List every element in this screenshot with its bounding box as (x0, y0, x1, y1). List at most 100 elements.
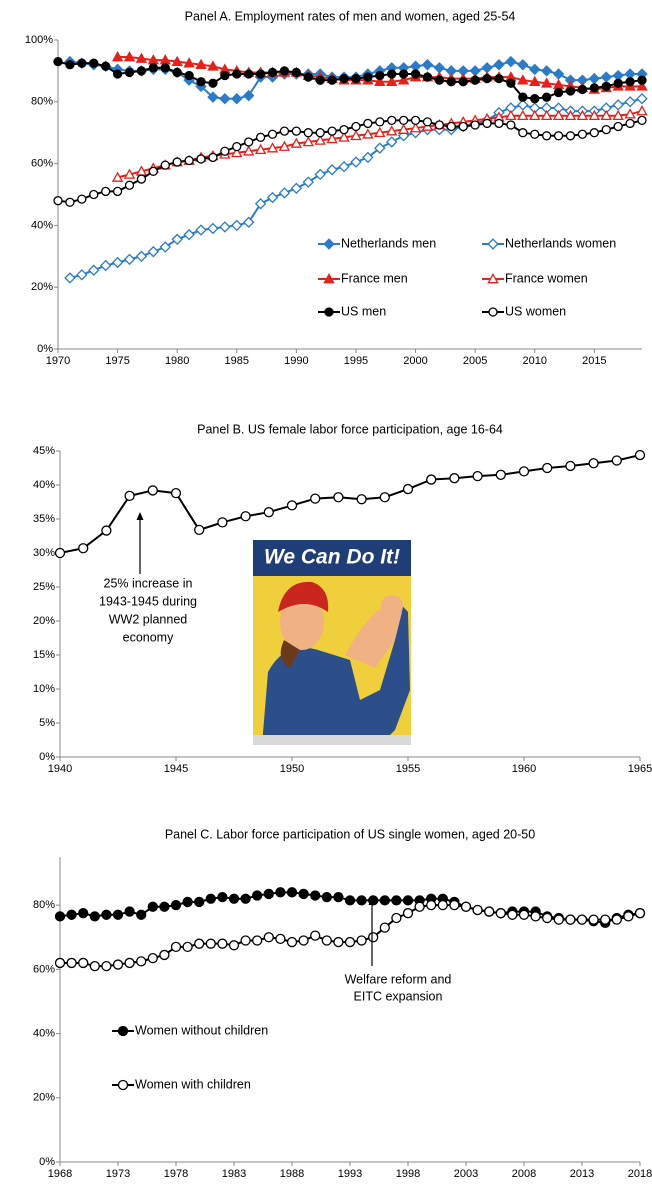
data-point (208, 224, 218, 234)
data-point (508, 910, 517, 919)
data-point (400, 70, 408, 78)
data-point (555, 89, 563, 97)
data-point (450, 901, 459, 910)
data-point (172, 489, 181, 498)
data-point (543, 132, 551, 140)
data-point (602, 126, 610, 134)
data-point (334, 493, 343, 502)
data-point (340, 75, 348, 83)
annotation: EITC expansion (354, 989, 443, 1003)
data-point (184, 230, 194, 240)
data-point (173, 158, 181, 166)
data-point (485, 907, 494, 916)
data-point (56, 549, 65, 558)
x-tick-label: 1973 (106, 1168, 130, 1180)
data-point (280, 188, 290, 198)
data-point (102, 187, 110, 195)
data-point (126, 68, 134, 76)
data-point (264, 889, 273, 898)
data-point (218, 893, 227, 902)
x-tick-label: 1978 (164, 1168, 188, 1180)
data-point (496, 470, 505, 479)
data-point (90, 59, 98, 67)
data-point (101, 261, 111, 271)
data-point (114, 910, 123, 919)
data-point (160, 950, 169, 959)
data-point (346, 938, 355, 947)
x-tick-label: 2010 (522, 355, 546, 367)
data-point (364, 119, 372, 127)
data-point (114, 187, 122, 195)
data-point (637, 106, 646, 114)
data-point (183, 897, 192, 906)
data-point (423, 118, 431, 126)
data-point (352, 123, 360, 131)
x-tick-label: 1970 (46, 355, 70, 367)
data-point (276, 888, 285, 897)
data-point (149, 64, 157, 72)
data-point (578, 130, 586, 138)
data-point (328, 127, 336, 135)
data-point (233, 70, 241, 78)
data-point (624, 912, 633, 921)
data-point (531, 95, 539, 103)
data-point (388, 70, 396, 78)
x-tick-label: 1985 (225, 355, 249, 367)
annotation: economy (123, 630, 174, 644)
data-point (566, 132, 574, 140)
data-point (626, 119, 634, 127)
x-tick-label: 2008 (512, 1168, 536, 1180)
data-point (447, 123, 455, 131)
annotation: WW2 planned (109, 612, 188, 626)
data-point (376, 118, 384, 126)
data-point (334, 938, 343, 947)
data-point (230, 941, 239, 950)
x-tick-label: 1940 (48, 763, 72, 775)
y-tick-label: 20% (33, 1092, 55, 1104)
data-point (149, 167, 157, 175)
data-point (412, 116, 420, 124)
y-tick-label: 60% (31, 158, 53, 170)
chart-title: Panel C. Labor force participation of US… (165, 827, 535, 841)
data-point (614, 79, 622, 87)
annotation-arrowhead (137, 512, 144, 520)
data-point (209, 153, 217, 161)
data-point (241, 936, 250, 945)
data-point (328, 76, 336, 84)
data-point (543, 914, 552, 923)
data-point (311, 891, 320, 900)
legend-label: France women (505, 271, 588, 285)
data-point (554, 915, 563, 924)
data-point (483, 119, 491, 127)
data-point (269, 68, 277, 76)
data-point (427, 475, 436, 484)
y-tick-label: 30% (33, 547, 55, 559)
legend-label: Women without children (135, 1023, 268, 1037)
data-point (230, 894, 239, 903)
data-point (602, 82, 610, 90)
legend-marker (489, 308, 497, 316)
x-tick-label: 2018 (628, 1168, 652, 1180)
data-point (245, 138, 253, 146)
poster: We Can Do It! (253, 540, 411, 745)
annotation: 25% increase in (104, 576, 193, 590)
data-point (423, 73, 431, 81)
data-point (197, 78, 205, 86)
data-point (590, 129, 598, 137)
data-point (137, 910, 146, 919)
data-point (56, 958, 65, 967)
data-point (351, 157, 361, 167)
data-point (78, 59, 86, 67)
y-tick-label: 25% (33, 581, 55, 593)
data-point (232, 221, 242, 231)
x-tick-label: 1975 (105, 355, 129, 367)
y-tick-label: 100% (25, 34, 53, 46)
data-point (364, 73, 372, 81)
data-point (264, 933, 273, 942)
data-point (311, 931, 320, 940)
data-point (299, 889, 308, 898)
data-point (380, 923, 389, 932)
data-point (292, 68, 300, 76)
data-point (257, 133, 265, 141)
data-point (566, 915, 575, 924)
